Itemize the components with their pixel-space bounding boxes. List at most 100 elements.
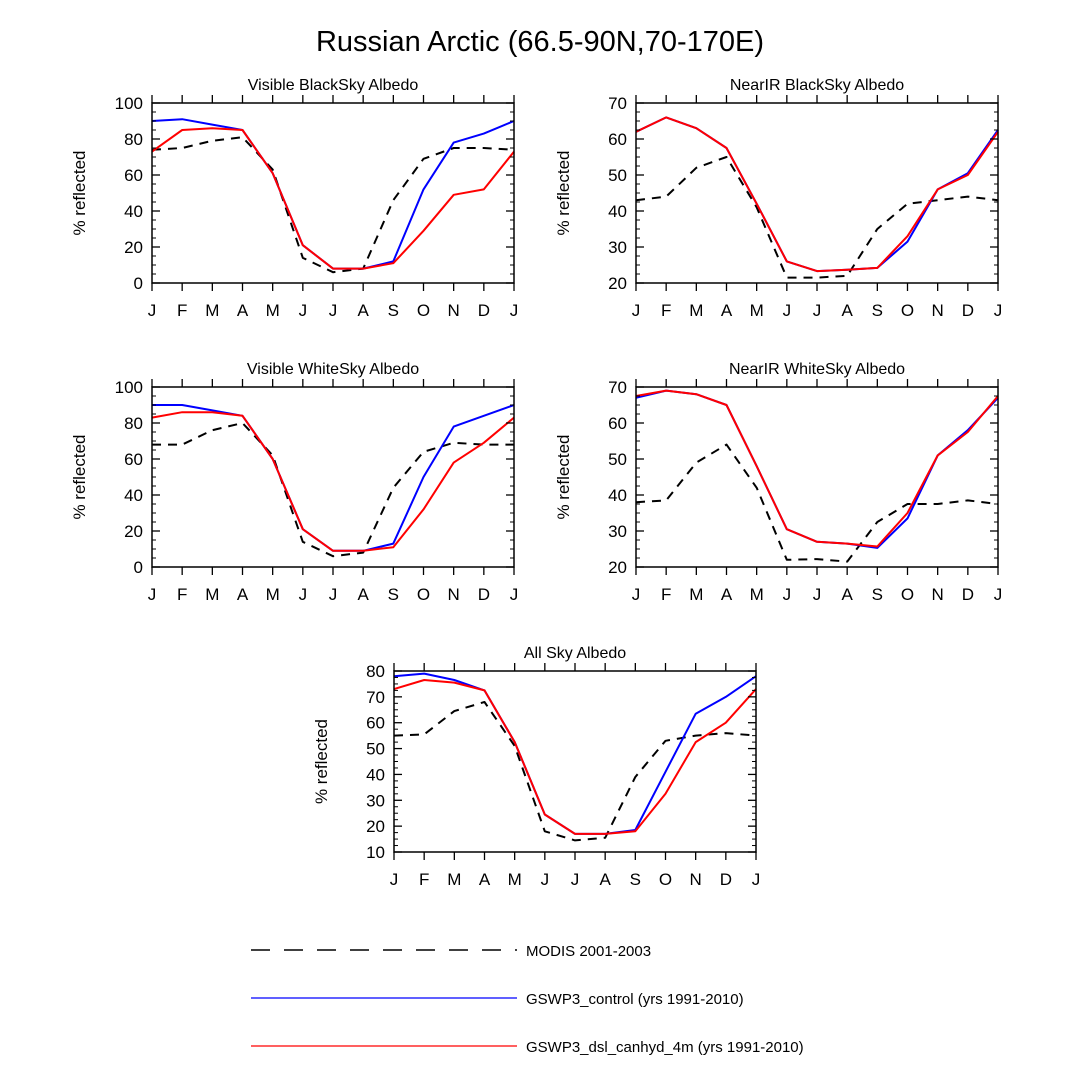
panel-title: Visible WhiteSky Albedo: [247, 361, 419, 378]
x-tick-label: J: [783, 301, 792, 320]
y-axis-label: % reflected: [554, 434, 573, 519]
chart-panel-4: NearIR WhiteSky Albedo % reflected 20 30 40 5…: [554, 361, 1002, 604]
y-tick-label: 40: [124, 202, 143, 221]
y-tick-label: 100: [115, 94, 143, 113]
x-tick-label: S: [872, 301, 883, 320]
x-tick-label: F: [177, 585, 187, 604]
y-axis-label: % reflected: [554, 150, 573, 235]
x-tick-label: J: [813, 301, 822, 320]
y-tick-label: 50: [366, 740, 385, 759]
x-tick-label: M: [689, 585, 703, 604]
chart-panel-5: All Sky Albedo % reflected 10 20 30 40 50 60 70 8…: [312, 645, 760, 889]
y-tick-label: 20: [608, 558, 627, 577]
x-tick-label: A: [237, 301, 249, 320]
plot-frame: [393, 670, 757, 853]
x-tick-label: M: [266, 301, 280, 320]
legend-label: GSWP3_dsl_canhyd_4m (yrs 1991-2010): [526, 1039, 804, 1056]
y-tick-label: 100: [115, 378, 143, 397]
panel-title: Visible BlackSky Albedo: [248, 77, 419, 94]
x-tick-label: M: [750, 301, 764, 320]
x-tick-label: M: [689, 301, 703, 320]
x-tick-label: F: [661, 585, 671, 604]
panel-title: All Sky Albedo: [524, 645, 626, 662]
x-tick-label: M: [750, 585, 764, 604]
y-tick-label: 50: [608, 166, 627, 185]
legend-label: MODIS 2001-2003: [526, 943, 651, 960]
y-tick-label: 40: [366, 765, 385, 784]
series-line-control: [393, 672, 757, 835]
y-tick-label: 20: [366, 817, 385, 836]
x-tick-label: M: [266, 585, 280, 604]
series-line-modis: [152, 422, 514, 558]
y-tick-label: 60: [124, 450, 143, 469]
y-tick-label: 70: [608, 378, 627, 397]
series-line-modis: [393, 701, 757, 842]
y-tick-label: 70: [608, 94, 627, 113]
plot-frame: [151, 386, 515, 568]
panel-title: NearIR WhiteSky Albedo: [729, 361, 905, 378]
series-line-dsl: [635, 116, 999, 273]
y-tick-label: 20: [608, 274, 627, 293]
series-line-dsl: [151, 411, 515, 552]
x-tick-label: J: [329, 301, 338, 320]
series-line-modis: [635, 443, 999, 563]
x-tick-label: N: [448, 585, 460, 604]
plot-frame: [635, 386, 999, 568]
y-tick-label: 60: [124, 166, 143, 185]
x-tick-label: J: [994, 301, 1003, 320]
y-axis-label: % reflected: [70, 434, 89, 519]
series-line-dsl: [635, 389, 999, 548]
x-tick-label: N: [932, 585, 944, 604]
y-tick-label: 30: [608, 238, 627, 257]
y-tick-label: 60: [608, 414, 627, 433]
x-tick-label: J: [541, 870, 550, 889]
x-tick-label: O: [417, 301, 430, 320]
x-tick-label: M: [508, 870, 522, 889]
plot-frame: [635, 102, 999, 284]
series-line-modis: [635, 156, 999, 279]
y-tick-label: 50: [608, 450, 627, 469]
x-tick-label: O: [659, 870, 672, 889]
x-tick-label: F: [661, 301, 671, 320]
x-tick-label: J: [813, 585, 822, 604]
x-tick-label: J: [510, 585, 519, 604]
x-tick-label: J: [994, 585, 1003, 604]
x-tick-label: J: [148, 585, 157, 604]
y-tick-label: 30: [366, 791, 385, 810]
x-tick-label: J: [783, 585, 792, 604]
x-tick-label: A: [479, 870, 491, 889]
y-tick-label: 20: [124, 522, 143, 541]
x-tick-label: A: [237, 585, 249, 604]
y-tick-label: 80: [366, 662, 385, 681]
x-tick-label: M: [205, 301, 219, 320]
x-tick-label: D: [720, 870, 732, 889]
x-tick-label: D: [478, 585, 490, 604]
chart-legend: MODIS 2001-2003 GSWP3_control (yrs 1991-2…: [251, 943, 804, 1056]
x-tick-label: D: [962, 301, 974, 320]
x-tick-label: A: [357, 585, 369, 604]
x-tick-label: J: [390, 870, 399, 889]
x-tick-label: A: [721, 301, 733, 320]
series-line-dsl: [393, 679, 757, 835]
x-tick-label: J: [299, 301, 308, 320]
y-tick-label: 80: [124, 414, 143, 433]
y-tick-label: 20: [124, 238, 143, 257]
y-axis-label: % reflected: [70, 150, 89, 235]
x-tick-label: A: [357, 301, 369, 320]
x-tick-label: A: [841, 301, 853, 320]
x-tick-label: J: [632, 301, 641, 320]
series-line-modis: [151, 136, 515, 274]
figure-title: Russian Arctic (66.5-90N,70-170E): [316, 26, 764, 58]
x-tick-label: M: [447, 870, 461, 889]
x-tick-label: M: [205, 585, 219, 604]
y-axis-label: % reflected: [312, 719, 331, 804]
x-tick-label: O: [901, 301, 914, 320]
x-tick-label: F: [177, 301, 187, 320]
panel-title: NearIR BlackSky Albedo: [730, 77, 904, 94]
series-line-dsl: [151, 127, 515, 270]
x-tick-label: F: [419, 870, 429, 889]
y-tick-label: 70: [366, 688, 385, 707]
chart-panel-1: Visible BlackSky Albedo % reflected 0 20 40 6…: [70, 77, 518, 320]
y-tick-label: 60: [366, 714, 385, 733]
